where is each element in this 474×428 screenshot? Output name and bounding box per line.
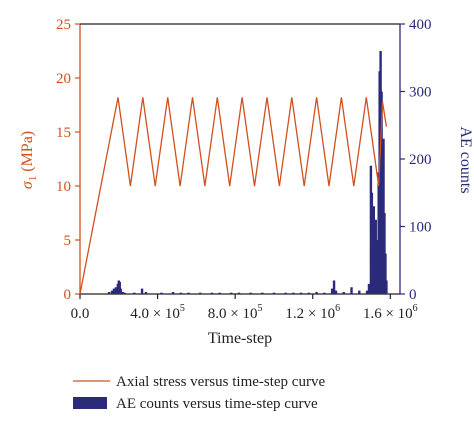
x-tick-exponent: 5 xyxy=(258,303,263,314)
left-tick-label: 0 xyxy=(64,287,72,303)
ae-bar xyxy=(187,292,190,294)
left-tick-label: 25 xyxy=(56,17,71,33)
x-tick-exponent: 6 xyxy=(335,303,340,314)
legend-label-ae: AE counts versus time-step curve xyxy=(116,396,318,412)
ae-bar xyxy=(350,287,353,294)
legend-bar-swatch xyxy=(73,397,107,409)
ae-bar xyxy=(384,253,387,294)
x-tick-exponent: 6 xyxy=(413,303,418,314)
ae-bar xyxy=(365,290,369,294)
ae-bar xyxy=(107,291,111,294)
y-axis-title-left: σ1 (MPa) xyxy=(19,131,39,189)
ae-bar xyxy=(110,290,114,294)
ae-bar xyxy=(323,292,326,294)
right-tick-label: 0 xyxy=(409,287,417,303)
ae-bar xyxy=(332,280,336,294)
ae-bar xyxy=(358,290,361,294)
left-tick-label: 15 xyxy=(56,125,71,141)
ae-bar xyxy=(261,292,264,294)
ae-bar xyxy=(140,288,144,294)
x-tick-mantissa: 8.0 × 10 xyxy=(208,306,258,322)
ae-bar xyxy=(121,291,124,294)
ae-bar xyxy=(292,292,295,294)
ae-bar xyxy=(272,292,276,294)
x-tick-exponent: 5 xyxy=(180,303,185,314)
left-ticks: 0 5 10 15 20 25 xyxy=(56,17,80,303)
x-tick-mantissa: 4.0 × 10 xyxy=(130,306,180,322)
ae-bar xyxy=(123,292,126,294)
x-ticks: 0.0 4.0 × 105 8.0 × 105 1.2 × 106 1.6 × 106 xyxy=(71,294,418,322)
ae-bar xyxy=(230,292,233,294)
y-axis-title-left-symbol: σ xyxy=(19,180,36,189)
ae-bars xyxy=(107,51,388,294)
ae-bar xyxy=(218,292,221,294)
x-tick-label: 4.0 × 105 xyxy=(130,303,185,322)
ae-bar xyxy=(334,290,338,294)
stress-line xyxy=(79,97,388,295)
left-tick-label: 5 xyxy=(64,233,72,249)
ae-bar xyxy=(112,288,116,294)
left-tick-label: 20 xyxy=(56,71,71,87)
x-tick-label: 1.6 × 106 xyxy=(363,303,418,322)
ae-bar xyxy=(118,281,121,294)
ae-bar xyxy=(171,291,175,294)
right-tick-label: 200 xyxy=(409,152,432,168)
legend-label-stress: Axial stress versus time-step curve xyxy=(116,374,325,390)
ae-bar xyxy=(210,292,214,294)
ae-bar xyxy=(114,287,118,294)
x-tick-mantissa: 1.6 × 10 xyxy=(363,306,413,322)
ae-bar xyxy=(385,280,388,294)
x-tick-mantissa: 1.2 × 10 xyxy=(285,306,335,322)
y-axis-title-right: AE counts xyxy=(457,126,474,193)
right-ticks: 0 100 200 300 400 xyxy=(400,17,432,303)
ae-bar xyxy=(299,292,303,294)
left-tick-label: 10 xyxy=(56,179,71,195)
right-tick-label: 400 xyxy=(409,17,432,33)
ae-bar xyxy=(237,292,241,294)
x-tick-label: 1.2 × 106 xyxy=(285,303,340,322)
ae-bar xyxy=(315,291,318,294)
right-tick-label: 100 xyxy=(409,220,432,236)
x-axis-title: Time-step xyxy=(208,330,272,347)
ae-bar xyxy=(342,291,345,294)
x-tick-label: 8.0 × 105 xyxy=(208,303,263,322)
ae-bar xyxy=(179,292,183,294)
x-tick-label: 0.0 xyxy=(71,306,90,322)
y-axis-title-left-unit: (MPa) xyxy=(19,131,36,176)
ae-bar xyxy=(119,288,122,294)
ae-bar xyxy=(330,288,334,294)
ae-bar xyxy=(307,292,311,294)
legend: Axial stress versus time-step curve AE c… xyxy=(73,374,325,412)
ae-bar xyxy=(374,219,377,294)
ae-bar xyxy=(144,291,148,294)
ae-bar xyxy=(199,292,202,294)
ae-bar xyxy=(284,292,287,294)
ae-bar xyxy=(160,292,163,294)
right-tick-label: 300 xyxy=(409,85,432,101)
ae-bar xyxy=(249,292,252,294)
ae-bar xyxy=(367,283,371,294)
x-tick-mantissa: 0.0 xyxy=(71,306,90,322)
y-axis-title-left-sub: 1 xyxy=(27,176,39,182)
ae-bar xyxy=(133,292,136,294)
